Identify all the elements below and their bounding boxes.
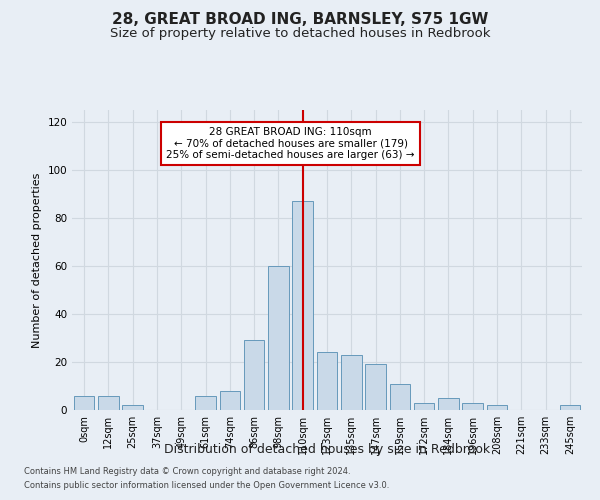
Bar bbox=[74, 396, 94, 410]
Text: Contains HM Land Registry data © Crown copyright and database right 2024.: Contains HM Land Registry data © Crown c… bbox=[24, 467, 350, 476]
Bar bbox=[560, 405, 580, 410]
Bar bbox=[268, 266, 289, 410]
Bar bbox=[317, 352, 337, 410]
Bar bbox=[292, 201, 313, 410]
Bar bbox=[98, 396, 119, 410]
Bar bbox=[487, 405, 508, 410]
Bar bbox=[438, 398, 459, 410]
Bar bbox=[341, 355, 362, 410]
Bar bbox=[463, 403, 483, 410]
Bar bbox=[220, 391, 240, 410]
Bar bbox=[122, 405, 143, 410]
Bar bbox=[389, 384, 410, 410]
Text: 28 GREAT BROAD ING: 110sqm
← 70% of detached houses are smaller (179)
25% of sem: 28 GREAT BROAD ING: 110sqm ← 70% of deta… bbox=[166, 127, 415, 160]
Text: 28, GREAT BROAD ING, BARNSLEY, S75 1GW: 28, GREAT BROAD ING, BARNSLEY, S75 1GW bbox=[112, 12, 488, 28]
Text: Size of property relative to detached houses in Redbrook: Size of property relative to detached ho… bbox=[110, 28, 490, 40]
Text: Distribution of detached houses by size in Redbrook: Distribution of detached houses by size … bbox=[164, 442, 490, 456]
Y-axis label: Number of detached properties: Number of detached properties bbox=[32, 172, 42, 348]
Bar bbox=[244, 340, 265, 410]
Bar bbox=[365, 364, 386, 410]
Bar bbox=[414, 403, 434, 410]
Text: Contains public sector information licensed under the Open Government Licence v3: Contains public sector information licen… bbox=[24, 481, 389, 490]
Bar bbox=[195, 396, 216, 410]
